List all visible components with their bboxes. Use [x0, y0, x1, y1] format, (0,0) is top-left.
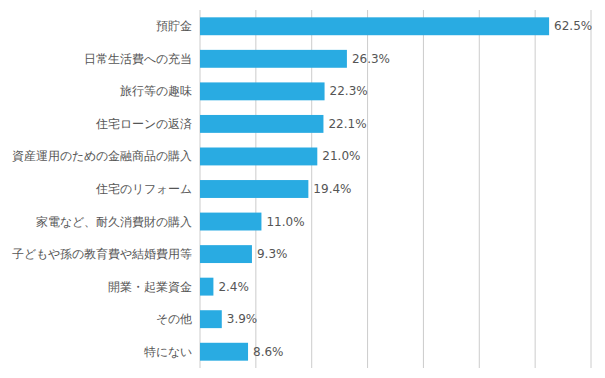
data-label: 21.0%	[322, 149, 360, 163]
bar	[200, 50, 347, 68]
y-tick-label: 開業・起業資金	[108, 280, 192, 294]
data-label: 9.3%	[257, 247, 288, 261]
chart: 特にない その他 開業・起業資金 子どもや孫の教育費や結婚費用等 家電など、耐久消費財の…	[0, 0, 605, 378]
grid-line	[535, 10, 536, 368]
y-tick-label: 日常生活費への充当	[84, 52, 192, 66]
y-tick-label: 資産運用のための金融商品の購入	[12, 149, 192, 163]
data-labels: 8.6% 3.9% 2.4% 9.3% 11.0% 19.4% 21.0% 22.1% 22.3…	[218, 19, 592, 358]
bar	[200, 148, 317, 166]
data-label: 26.3%	[352, 52, 390, 66]
bar	[200, 17, 549, 35]
y-tick-label: 預貯金	[156, 19, 192, 33]
data-label: 22.3%	[330, 84, 368, 98]
y-tick-label: その他	[156, 312, 192, 326]
y-tick-label: 家電など、耐久消費財の購入	[36, 215, 192, 229]
bar	[200, 245, 252, 263]
bar	[200, 82, 325, 100]
y-tick-label: 住宅のリフォーム	[95, 182, 192, 196]
bar	[200, 115, 323, 133]
data-label: 11.0%	[266, 215, 304, 229]
bar	[200, 180, 308, 198]
data-label: 19.4%	[313, 182, 351, 196]
y-tick-label: 旅行等の趣味	[120, 84, 192, 98]
bars	[200, 17, 549, 360]
bar	[200, 343, 248, 361]
y-tick-label: 特にない	[144, 345, 192, 359]
bar	[200, 310, 222, 328]
bar	[200, 278, 213, 296]
grid	[200, 10, 591, 368]
bar	[200, 213, 261, 231]
grid-line	[591, 10, 592, 368]
y-tick-label: 子どもや孫の教育費や結婚費用等	[12, 247, 192, 261]
chart-container: 特にない その他 開業・起業資金 子どもや孫の教育費や結婚費用等 家電など、耐久消費財の…	[0, 0, 605, 378]
data-label: 3.9%	[227, 312, 258, 326]
data-label: 62.5%	[554, 19, 592, 33]
data-label: 8.6%	[253, 345, 284, 359]
y-tick-label: 住宅ローンの返済	[95, 117, 192, 131]
data-label: 22.1%	[328, 117, 366, 131]
grid-line	[423, 10, 424, 368]
data-label: 2.4%	[218, 280, 249, 294]
grid-line	[479, 10, 480, 368]
y-tick-labels: 特にない その他 開業・起業資金 子どもや孫の教育費や結婚費用等 家電など、耐久消費財の…	[12, 19, 192, 358]
